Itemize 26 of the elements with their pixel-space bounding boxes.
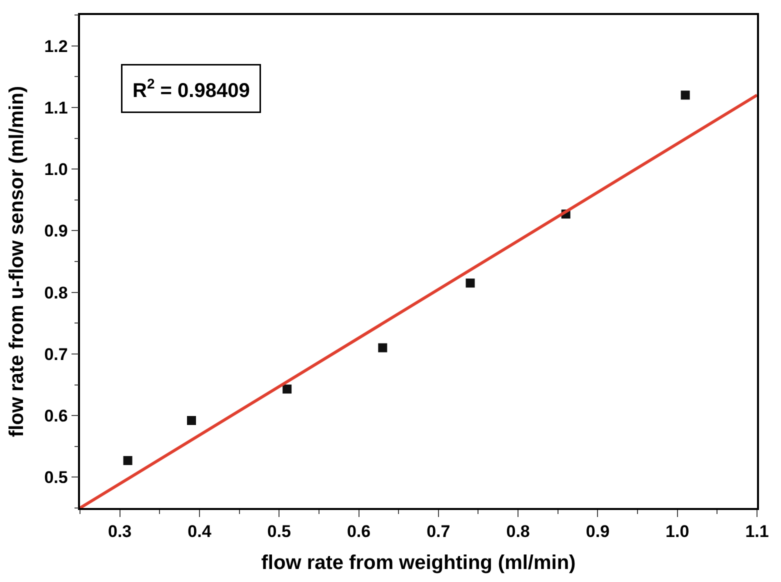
y-tick-label: 0.5	[44, 468, 68, 488]
point	[378, 343, 388, 352]
annotation: R$^{2}$ = 0.98409	[132, 76, 250, 102]
y-tick-label: 1.2	[44, 36, 68, 56]
text: 1.0	[44, 160, 68, 180]
point	[466, 278, 475, 288]
y-tick-label: 0.7	[44, 344, 68, 364]
x-tick-label: 0.8	[506, 522, 530, 542]
y-tick-label: 0.9	[44, 222, 68, 241]
point	[187, 416, 196, 425]
x-tick-label: 1.1	[745, 522, 769, 542]
x-tick-label: 0.7	[426, 522, 450, 542]
x-axis-title: flow rate from weighting (ml/min)	[261, 552, 576, 574]
y-tick-label: 0.6	[44, 406, 68, 426]
x-tick-label: 0.9	[586, 522, 610, 542]
point	[123, 456, 132, 466]
x-tick-label: 0.6	[346, 522, 371, 542]
y-axis-title: flow rate from u-flow sensor (ml/min)	[6, 86, 28, 438]
x-tick-label: 0.5	[267, 522, 291, 542]
text: 1.0	[666, 522, 690, 542]
point	[680, 90, 690, 100]
x-tick-label: 0.3	[108, 522, 132, 542]
point	[282, 384, 292, 394]
y-tick-label: 0.8	[44, 283, 68, 302]
x-tick-label: 0.4	[188, 522, 212, 542]
y-tick-label: 1.1	[44, 98, 68, 118]
